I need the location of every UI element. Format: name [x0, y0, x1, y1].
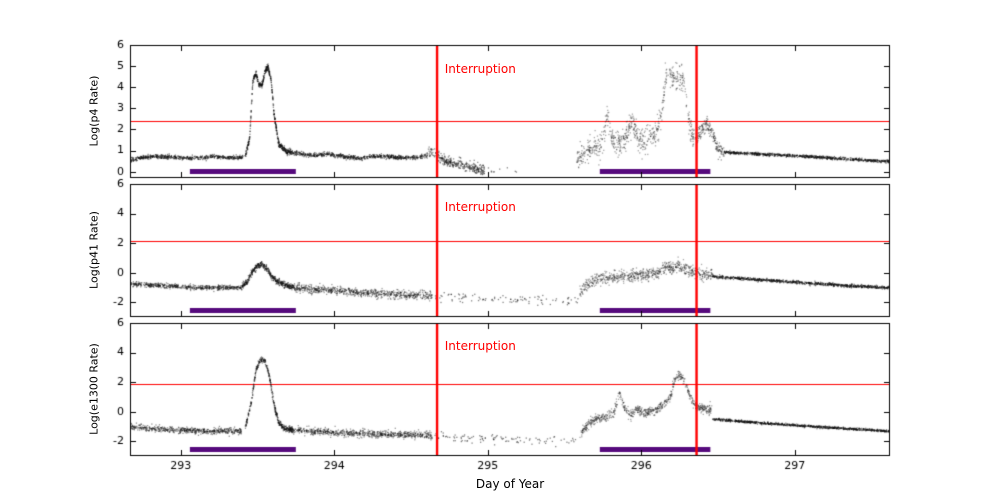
interruption-label-panel-3: Interruption: [444, 338, 516, 353]
y-axis-label-log-p4-rate: Log(p4 Rate): [87, 75, 101, 147]
interruption-label-panel-2: Interruption: [444, 199, 516, 214]
x-axis-label: Day of Year: [475, 477, 545, 491]
y-axis-label-log-e1300-rate: Log(e1300 Rate): [87, 343, 101, 435]
y-axis-label-log-p41-rate: Log(p41 Rate): [87, 211, 101, 289]
interruption-label-panel-1: Interruption: [444, 62, 516, 77]
